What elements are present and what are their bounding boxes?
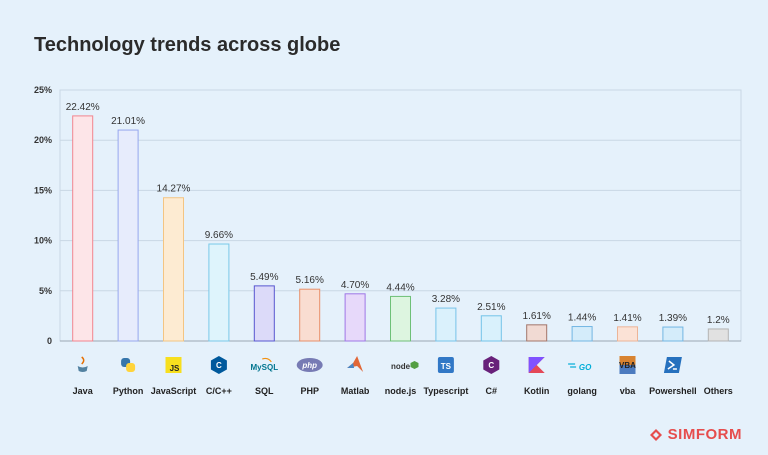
matlab-icon bbox=[347, 356, 364, 372]
brand-name: SIMFORM bbox=[667, 426, 742, 443]
category-label: Typescript bbox=[423, 386, 468, 396]
data-label: 5.16% bbox=[296, 275, 324, 286]
powershell-icon bbox=[663, 357, 682, 373]
data-label: 1.44% bbox=[568, 313, 596, 324]
y-tick-label: 20% bbox=[34, 135, 52, 145]
category-labels: Java Python JavaScript C/C++ SQL PHP Matlab nod… bbox=[73, 386, 733, 396]
data-label: 2.51% bbox=[477, 302, 505, 313]
category-label: PHP bbox=[300, 386, 319, 396]
bar-vba bbox=[617, 326, 638, 342]
mysql-icon: MySQL bbox=[251, 357, 279, 372]
javascript-icon: JS bbox=[165, 357, 182, 373]
bar-python bbox=[117, 129, 139, 342]
data-label: 4.44% bbox=[386, 282, 414, 293]
vba-icon: VBA bbox=[619, 356, 636, 374]
bar-typescript bbox=[435, 307, 457, 342]
bar-javascript bbox=[163, 197, 184, 342]
svg-text:php: php bbox=[301, 361, 317, 370]
bar-php bbox=[299, 288, 321, 342]
cpp-icon: C bbox=[210, 356, 227, 374]
svg-text:GO: GO bbox=[579, 363, 592, 372]
category-label: Kotlin bbox=[524, 386, 550, 396]
data-label: 14.27% bbox=[157, 184, 191, 195]
data-label: 4.70% bbox=[341, 280, 369, 291]
bar-others bbox=[707, 328, 729, 342]
svg-text:VBA: VBA bbox=[619, 361, 636, 370]
data-label: 1.41% bbox=[613, 313, 641, 324]
golang-icon: GO bbox=[568, 363, 592, 372]
chart-title: Technology trends across globe bbox=[34, 34, 341, 56]
kotlin-icon bbox=[528, 357, 545, 373]
php-icon: php bbox=[296, 358, 323, 372]
category-label: Java bbox=[73, 386, 94, 396]
bars bbox=[72, 115, 729, 342]
category-label: C# bbox=[486, 386, 498, 396]
y-tick-label: 15% bbox=[34, 185, 52, 195]
data-label: 1.61% bbox=[523, 311, 551, 322]
brand-logo: SIMFORM bbox=[649, 426, 742, 443]
svg-text:TS: TS bbox=[441, 362, 452, 371]
data-label: 21.01% bbox=[111, 116, 145, 127]
data-label: 3.28% bbox=[432, 294, 460, 305]
csharp-icon: C bbox=[483, 356, 500, 374]
bar-golang bbox=[571, 326, 593, 342]
y-axis-ticks: 0 5% 10% 15% 20% 25% bbox=[34, 85, 52, 346]
bar-powershell bbox=[662, 326, 684, 342]
bar-java bbox=[72, 115, 94, 342]
java-icon bbox=[77, 356, 88, 372]
category-label: Powershell bbox=[649, 386, 697, 396]
data-labels: 22.42% 21.01% 14.27% 9.66% 5.49% 5.16% 4.70% 4.… bbox=[66, 102, 730, 326]
category-label: C/C++ bbox=[206, 386, 232, 396]
data-label: 22.42% bbox=[66, 102, 100, 113]
simform-logo-icon bbox=[649, 428, 662, 441]
category-label: vba bbox=[620, 386, 637, 396]
y-tick-label: 5% bbox=[39, 286, 52, 296]
bar-kotlin bbox=[526, 324, 548, 342]
bar-node-js bbox=[390, 295, 411, 342]
bar-matlab bbox=[344, 293, 366, 342]
svg-text:C: C bbox=[488, 361, 494, 370]
category-label: JavaScript bbox=[151, 386, 197, 396]
python-icon bbox=[121, 358, 136, 372]
y-tick-label: 10% bbox=[34, 236, 52, 246]
data-label: 1.2% bbox=[707, 315, 730, 326]
category-label: Others bbox=[704, 386, 733, 396]
data-label: 5.49% bbox=[250, 272, 278, 283]
bar-c- bbox=[480, 315, 502, 342]
svg-text:JS: JS bbox=[170, 364, 180, 373]
bar-sql bbox=[253, 285, 275, 342]
category-label: Python bbox=[113, 386, 144, 396]
y-tick-label: 0 bbox=[47, 336, 52, 346]
category-label: Matlab bbox=[341, 386, 370, 396]
data-label: 9.66% bbox=[205, 230, 233, 241]
svg-text:MySQL: MySQL bbox=[251, 363, 279, 372]
bar-c-c- bbox=[208, 243, 230, 342]
typescript-icon: TS bbox=[437, 357, 454, 373]
y-tick-label: 25% bbox=[34, 85, 52, 95]
category-label: golang bbox=[567, 386, 597, 396]
svg-text:node: node bbox=[391, 362, 411, 371]
category-label: node.js bbox=[385, 386, 417, 396]
svg-text:C: C bbox=[216, 361, 222, 370]
nodejs-icon: node bbox=[391, 361, 419, 371]
data-label: 1.39% bbox=[659, 313, 687, 324]
category-label: SQL bbox=[255, 386, 274, 396]
category-icons: JS C MySQL php node TS C GO VBA bbox=[77, 356, 682, 374]
